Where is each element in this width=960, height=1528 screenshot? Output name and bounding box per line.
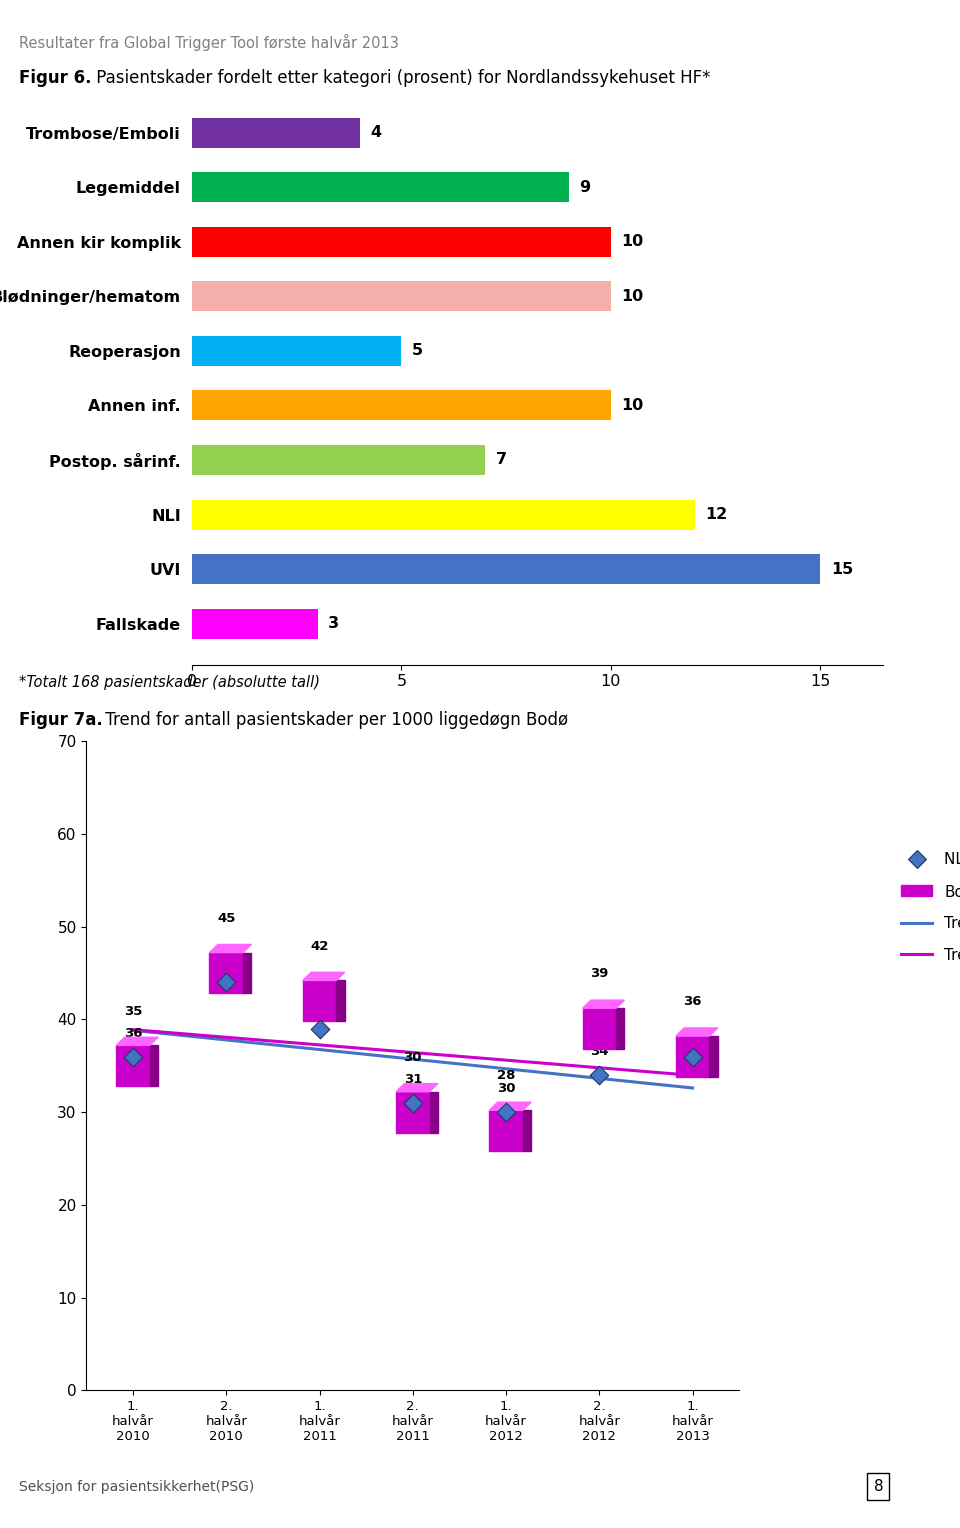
Bar [192,281,611,312]
Text: Resultater fra Global Trigger Tool første halvår 2013: Resultater fra Global Trigger Tool først… [19,34,399,50]
Text: 39: 39 [310,999,328,1012]
Bar [192,391,611,420]
Bar [243,952,252,993]
Bar [192,500,695,530]
Polygon shape [209,944,252,952]
Text: 3: 3 [328,616,339,631]
Bar [116,1045,150,1086]
Text: 34: 34 [590,1045,609,1059]
Bar [192,118,360,148]
Text: 31: 31 [403,1073,422,1086]
Point [312,1016,327,1041]
Text: 10: 10 [621,397,643,413]
Text: 4: 4 [370,125,381,141]
Text: 36: 36 [684,1027,702,1039]
Bar [616,1008,625,1050]
Text: 28: 28 [497,1070,516,1082]
Text: 36: 36 [124,1027,142,1039]
Text: 30: 30 [403,1051,422,1063]
Text: 35: 35 [124,1004,142,1018]
Text: 7: 7 [495,452,507,468]
Bar [192,445,485,475]
Text: 15: 15 [830,562,853,576]
Polygon shape [676,1028,718,1036]
Polygon shape [490,1102,531,1111]
Bar [209,952,243,993]
Bar [192,555,821,584]
Bar [302,981,336,1021]
Text: Seksjon for pasientsikkerhet(PSG): Seksjon for pasientsikkerhet(PSG) [19,1481,254,1494]
Bar [192,608,318,639]
Text: 42: 42 [310,940,328,952]
Text: 12: 12 [706,507,728,523]
Bar [336,981,345,1021]
Text: 10: 10 [621,234,643,249]
Bar [523,1111,531,1151]
Bar [490,1111,523,1151]
Text: 30: 30 [497,1082,516,1096]
Point [498,1100,514,1125]
Bar [192,226,611,257]
Bar [429,1091,438,1132]
Text: 9: 9 [580,180,590,194]
Bar [709,1036,718,1077]
Point [684,1044,700,1068]
Bar [583,1008,616,1050]
Text: 5: 5 [412,344,423,359]
Bar [192,336,401,365]
Text: Trend for antall pasientskader per 1000 liggedøgn Bodø: Trend for antall pasientskader per 1000 … [100,711,568,729]
Bar [150,1045,158,1086]
Point [219,970,234,995]
Text: 8: 8 [874,1479,883,1494]
Text: 10: 10 [621,289,643,304]
Text: Figur 6.: Figur 6. [19,69,92,87]
Text: Pasientskader fordelt etter kategori (prosent) for Nordlandssykehuset HF*: Pasientskader fordelt etter kategori (pr… [91,69,710,87]
Bar [192,173,569,202]
Text: 39: 39 [590,967,609,981]
Point [405,1091,420,1115]
Bar [676,1036,709,1077]
Polygon shape [583,1001,625,1008]
Point [126,1044,141,1068]
Bar [396,1091,429,1132]
Text: 36: 36 [684,995,702,1008]
Legend: NLSH totalt, Bodø, Trend NLSH, Trend Bodø: NLSH totalt, Bodø, Trend NLSH, Trend Bod… [896,847,960,969]
Text: 44: 44 [217,952,235,966]
Text: 45: 45 [217,912,235,924]
Text: *Totalt 168 pasientskader (absolutte tall): *Totalt 168 pasientskader (absolutte tal… [19,675,321,691]
Polygon shape [302,972,345,981]
Point [591,1063,607,1088]
Text: Figur 7a.: Figur 7a. [19,711,103,729]
Polygon shape [116,1038,158,1045]
Polygon shape [396,1083,438,1091]
